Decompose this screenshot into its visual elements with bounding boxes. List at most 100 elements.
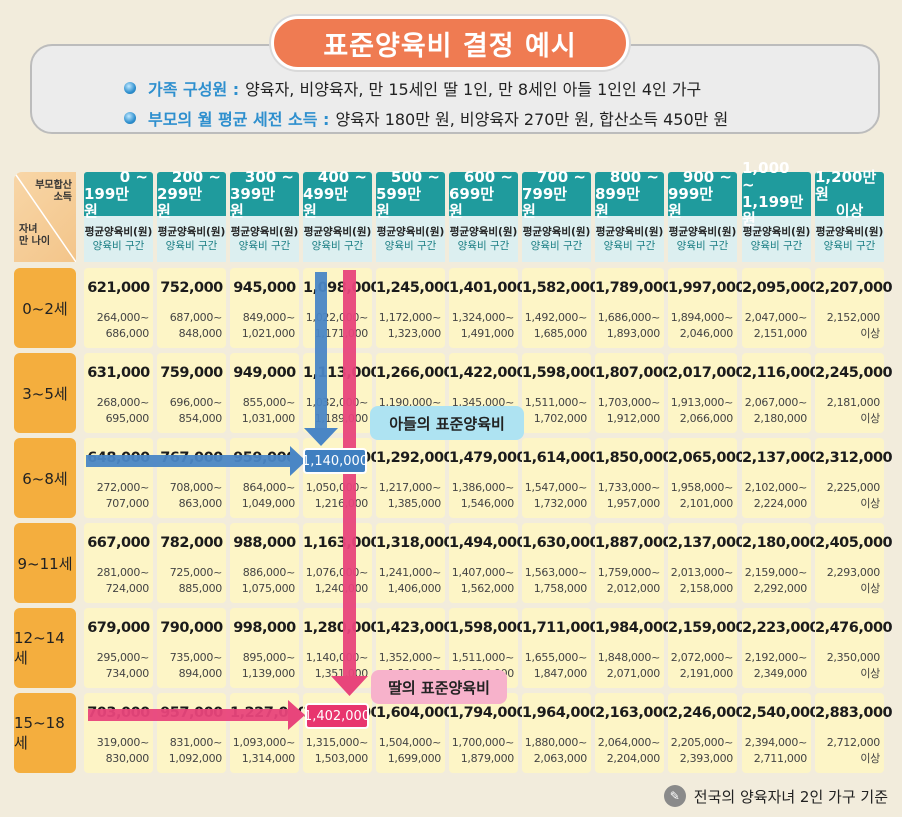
range-min: 2,067,000~	[744, 396, 808, 409]
range-max: 1,049,000	[241, 497, 296, 510]
income-range-from: 600 ~	[463, 167, 513, 186]
range-max: 2,063,000	[533, 752, 588, 765]
cost-range: 1,315,000~ 1,503,000	[306, 735, 369, 767]
income-column-header: 0 ~199만 원 평균양육비(원) 양육비 구간	[84, 168, 153, 262]
range-label: 양육비 구간	[603, 240, 656, 252]
income-range-from: 200 ~	[171, 167, 221, 186]
avg-cost-value: 2,017,000	[668, 365, 746, 381]
cost-range: 849,000~ 1,021,000	[241, 310, 296, 342]
income-range-from: 1,000 ~	[742, 159, 790, 194]
cost-range: 295,000~ 734,000	[96, 650, 150, 682]
cost-range: 1,511,000~ 1,702,000	[525, 395, 588, 427]
table-cell: 790,000 735,000~ 894,000	[157, 608, 226, 688]
table-cell: 1,479,000 1,386,000~ 1,546,000	[449, 438, 527, 518]
range-min: 1,324,000~	[451, 311, 515, 324]
income-column-header: 500 ~599만 원 평균양육비(원) 양육비 구간	[376, 168, 445, 262]
avg-cost-label: 평균양육비(원)	[595, 226, 664, 238]
range-min: 2,013,000~	[670, 566, 734, 579]
table-cell: 782,000 725,000~ 885,000	[157, 523, 226, 603]
table-cell: 2,312,000 2,225,000 이상	[815, 438, 893, 518]
range-min: 1,093,000~	[232, 736, 296, 749]
avg-cost-value: 998,000	[233, 620, 296, 636]
range-label: 양육비 구간	[676, 240, 729, 252]
avg-cost-value: 2,883,000	[815, 705, 893, 721]
cost-range: 1,217,000~ 1,385,000	[379, 480, 442, 512]
age-row-header: 0~2세	[14, 268, 76, 348]
table-cell: 1,997,000 1,894,000~ 2,046,000	[668, 268, 746, 348]
range-min: 1,894,000~	[670, 311, 734, 324]
range-max: 1,351,000	[314, 667, 369, 680]
range-min: 2,159,000~	[744, 566, 808, 579]
range-label: 양육비 구간	[530, 240, 583, 252]
cost-range: 1,655,000~ 1,847,000	[525, 650, 588, 682]
table-cell: 945,000 849,000~ 1,021,000	[230, 268, 299, 348]
range-min: 1,352,000~	[378, 651, 442, 664]
avg-cost-label: 평균양육비(원)	[230, 226, 299, 238]
cost-range: 2,350,000 이상	[827, 650, 881, 682]
range-max: 2,292,000	[753, 582, 808, 595]
table-cell: 2,017,000 1,913,000~ 2,066,000	[668, 353, 746, 433]
range-min: 2,205,000~	[670, 736, 734, 749]
avg-cost-value: 621,000	[87, 280, 150, 296]
cost-range: 864,000~ 1,049,000	[241, 480, 296, 512]
cost-range: 1,894,000~ 2,046,000	[670, 310, 734, 342]
range-min: 2,192,000~	[744, 651, 808, 664]
avg-cost-value: 957,000	[160, 705, 223, 721]
range-min: 735,000~	[169, 651, 223, 664]
column-subheader: 평균양육비(원) 양육비 구간	[449, 216, 518, 262]
range-min: 295,000~	[96, 651, 150, 664]
range-max: 2,393,000	[679, 752, 734, 765]
avg-cost-value: 790,000	[160, 620, 223, 636]
avg-cost-value: 752,000	[160, 280, 223, 296]
avg-cost-label: 평균양육비(원)	[449, 226, 518, 238]
table-cell: 1,984,000 1,848,000~ 2,071,000	[595, 608, 673, 688]
range-min: 1,345,000~	[451, 396, 515, 409]
son-result-badge: 1,140,000	[302, 448, 368, 474]
range-max: 1,021,000	[241, 327, 296, 340]
range-max: 1,031,000	[241, 412, 296, 425]
range-max: 1,732,000	[533, 497, 588, 510]
range-min: 319,000~	[96, 736, 150, 749]
son-callout: 아들의 표준양육비	[370, 406, 524, 440]
table-cell: 2,245,000 2,181,000 이상	[815, 353, 893, 433]
cost-range: 1,076,000~ 1,240,000	[305, 565, 369, 597]
cost-range: 855,000~ 1,031,000	[241, 395, 296, 427]
range-max: 2,204,000	[606, 752, 661, 765]
avg-cost-value: 2,095,000	[742, 280, 820, 296]
income-range-from: 800 ~	[609, 167, 659, 186]
income-column-header: 800 ~899만 원 평균양육비(원) 양육비 구간	[595, 167, 664, 262]
table-cell: 2,137,000 2,013,000~ 2,158,000	[668, 523, 746, 603]
cost-range: 1,700,000~ 1,879,000	[452, 735, 515, 767]
avg-cost-label: 평균양육비(원)	[157, 226, 226, 238]
range-max: 1,240,000	[314, 582, 369, 595]
avg-cost-value: 1,598,000	[522, 365, 600, 381]
range-min: 895,000~	[242, 651, 296, 664]
cost-range: 831,000~ 1,092,000	[169, 735, 223, 767]
range-min: 696,000~	[169, 396, 223, 409]
range-max: 695,000	[105, 412, 150, 425]
income-range: 400 ~499만 원	[303, 168, 372, 219]
avg-cost-value: 648,000	[87, 450, 150, 466]
range-max: 1,406,000	[387, 582, 442, 595]
avg-cost-label: 평균양육비(원)	[742, 226, 811, 238]
avg-cost-value: 1,630,000	[522, 535, 600, 551]
column-subheader: 평균양육비(원) 양육비 구간	[522, 216, 591, 262]
daughter-result-badge: 1,402,000	[304, 703, 370, 729]
range-max: 2,191,000	[679, 667, 734, 680]
range-max: 1,758,000	[533, 582, 588, 595]
income-range: 0 ~199만 원	[84, 168, 153, 219]
income-column-header: 1,200만 원 이상 평균양육비(원) 양육비 구간	[815, 168, 884, 262]
cost-range: 2,192,000~ 2,349,000	[744, 650, 808, 682]
table-cell: 759,000 696,000~ 854,000	[157, 353, 226, 433]
range-max: 1,216,000	[314, 497, 369, 510]
corner-income-label: 부모합산 소득	[35, 180, 72, 203]
table-cell: 957,000 831,000~ 1,092,000	[157, 693, 226, 773]
range-min: 831,000~	[169, 736, 223, 749]
avg-cost-value: 1,614,000	[522, 450, 600, 466]
range-min: 1,076,000~	[305, 566, 369, 579]
range-max: 885,000	[178, 582, 223, 595]
cost-range: 708,000~ 863,000	[170, 480, 223, 512]
bullet-icon	[124, 82, 136, 94]
column-subheader: 평균양육비(원) 양육비 구간	[815, 216, 884, 262]
avg-cost-label: 평균양육비(원)	[668, 226, 737, 238]
